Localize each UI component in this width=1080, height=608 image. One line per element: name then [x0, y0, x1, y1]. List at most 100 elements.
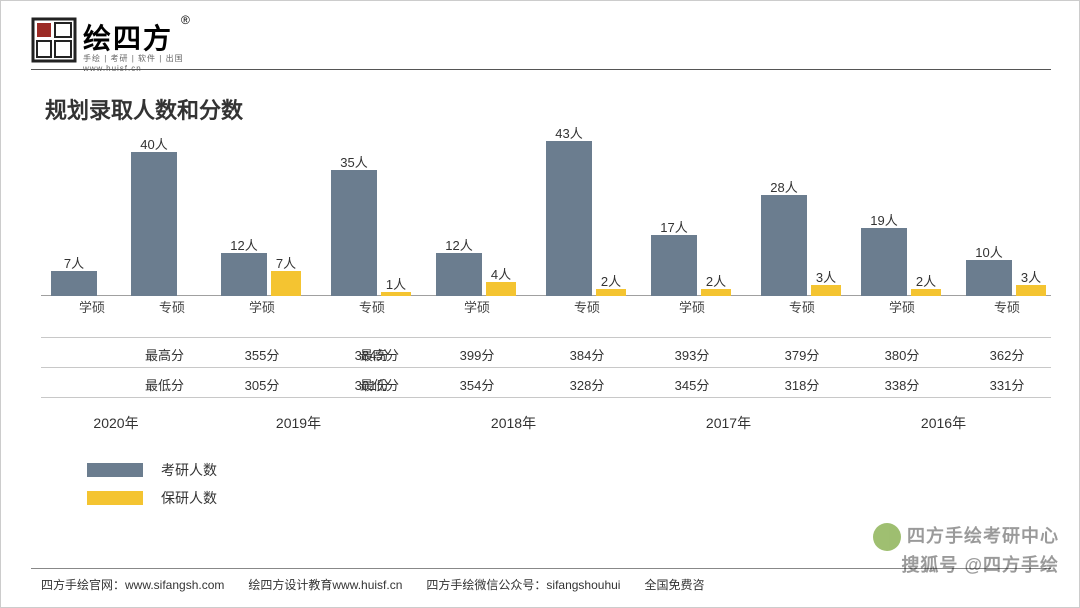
legend-swatch	[87, 491, 143, 505]
watermark-line: 搜狐号 @四方手绘	[873, 551, 1059, 577]
page-root: 绘四方 ® 手绘 | 考研 | 软件 | 出国 www.huisf.cn 规划录…	[0, 0, 1080, 608]
bar-kaoyan: 12人	[436, 253, 482, 296]
bar-baoyan: 2人	[596, 289, 626, 296]
bar-value-label: 2人	[596, 271, 626, 290]
bar-pair: 40人	[131, 113, 213, 296]
legend-label: 保研人数	[161, 488, 217, 508]
category-label: 专硕	[966, 297, 1048, 316]
category-label: 学硕	[861, 297, 943, 316]
bar-value-label: 10人	[966, 242, 1012, 261]
category-label: 专硕	[546, 297, 628, 316]
footer-item: 四方手绘微信公众号：sifangshouhui	[426, 576, 620, 593]
wechat-avatar-icon	[873, 523, 901, 551]
bar-kaoyan: 28人	[761, 195, 807, 296]
bar-chart: 学硕7人专硕40人学硕12人7人专硕35人1人学硕12人4人专硕43人2人学硕1…	[41, 113, 1051, 318]
bar-pair: 10人3人	[966, 113, 1048, 296]
bar-kaoyan: 10人	[966, 260, 1012, 296]
score-cell: 380分	[861, 345, 943, 364]
score-cell: 362分	[966, 345, 1048, 364]
bar-value-label: 3人	[1016, 267, 1046, 286]
score-cell: 331分	[966, 375, 1048, 394]
bar-value-label: 40人	[131, 134, 177, 153]
bar-kaoyan: 19人	[861, 228, 907, 296]
year-label: 2020年	[41, 413, 191, 433]
bar-pair: 7人	[51, 113, 133, 296]
legend: 考研人数 保研人数	[87, 459, 217, 515]
bar-value-label: 12人	[436, 235, 482, 254]
score-cell: 379分	[761, 345, 843, 364]
footer-item: 四方手绘官网：www.sifangsh.com	[41, 576, 224, 593]
bar-pair: 12人7人	[221, 113, 303, 296]
score-cell: 399分	[436, 345, 518, 364]
score-label-low: 最低分	[145, 375, 184, 394]
score-cell: 345分	[651, 375, 733, 394]
score-cell: 305分	[221, 375, 303, 394]
watermark: 四方手绘考研中心 搜狐号 @四方手绘	[873, 522, 1059, 577]
category-label: 学硕	[651, 297, 733, 316]
bar-baoyan: 7人	[271, 271, 301, 296]
bar-value-label: 1人	[381, 274, 411, 293]
legend-label: 考研人数	[161, 460, 217, 480]
bar-value-label: 7人	[51, 253, 97, 272]
legend-swatch	[87, 463, 143, 477]
bar-value-label: 19人	[861, 210, 907, 229]
logo-subline: 手绘 | 考研 | 软件 | 出国 www.huisf.cn	[83, 53, 231, 73]
bar-value-label: 28人	[761, 177, 807, 196]
logo-brand: 绘四方	[83, 17, 173, 57]
bar-value-label: 17人	[651, 217, 697, 236]
watermark-line: 四方手绘考研中心	[907, 526, 1059, 546]
bar-pair: 35人 1人	[331, 113, 413, 296]
bar-value-label: 43人	[546, 123, 592, 142]
footer-item: 绘四方设计教育www.huisf.cn	[248, 576, 402, 593]
bar-value-label: 4人	[486, 264, 516, 283]
score-cell: 328分	[546, 375, 628, 394]
bar-kaoyan: 12人	[221, 253, 267, 296]
year-row: 2020年2019年2018年2017年2016年	[41, 413, 1051, 437]
score-cell: 338分	[861, 375, 943, 394]
bar-value-label: 7人	[271, 253, 301, 272]
bar-value-label: 2人	[701, 271, 731, 290]
bar-value-label: 3人	[811, 267, 841, 286]
bar-kaoyan: 7人	[51, 271, 97, 296]
score-cell: 318分	[761, 375, 843, 394]
bar-pair: 17人2人	[651, 113, 733, 296]
year-label: 2017年	[621, 413, 836, 433]
year-label: 2018年	[406, 413, 621, 433]
bar-kaoyan: 43人	[546, 141, 592, 296]
table-divider	[41, 397, 1051, 398]
score-cell: 393分	[651, 345, 733, 364]
bar-pair: 28人3人	[761, 113, 843, 296]
bar-value-label: 2人	[911, 271, 941, 290]
logo-icon	[31, 17, 77, 63]
table-divider	[41, 337, 1051, 338]
bar-baoyan: 1人	[381, 292, 411, 296]
score-cell: 384分	[546, 345, 628, 364]
category-label: 专硕	[331, 297, 413, 316]
footer: 四方手绘官网：www.sifangsh.com 绘四方设计教育www.huisf…	[41, 576, 1041, 593]
category-label: 学硕	[436, 297, 518, 316]
bar-baoyan: 2人	[911, 289, 941, 296]
bar-baoyan: 4人	[486, 282, 516, 296]
score-label-high: 最高分	[145, 345, 184, 364]
bar-pair: 12人4人	[436, 113, 518, 296]
score-cell: 301分	[331, 375, 413, 394]
bar-baoyan: 3人	[811, 285, 841, 296]
score-cell: 384分	[331, 345, 413, 364]
category-label: 学硕	[51, 297, 133, 316]
logo-registered: ®	[181, 13, 190, 27]
year-label: 2019年	[191, 413, 406, 433]
category-label: 学硕	[221, 297, 303, 316]
header-divider	[31, 69, 1051, 70]
category-label: 专硕	[761, 297, 843, 316]
year-label: 2016年	[836, 413, 1051, 433]
bar-kaoyan: 40人	[131, 152, 177, 296]
bar-pair: 19人2人	[861, 113, 943, 296]
logo-block: 绘四方 ® 手绘 | 考研 | 软件 | 出国 www.huisf.cn	[31, 15, 231, 67]
legend-item-baoyan: 保研人数	[87, 487, 217, 509]
footer-item: 全国免费咨	[644, 576, 704, 593]
table-divider	[41, 367, 1051, 368]
bar-kaoyan: 35人	[331, 170, 377, 296]
bar-baoyan: 2人	[701, 289, 731, 296]
bar-kaoyan: 17人	[651, 235, 697, 296]
score-cell: 355分	[221, 345, 303, 364]
